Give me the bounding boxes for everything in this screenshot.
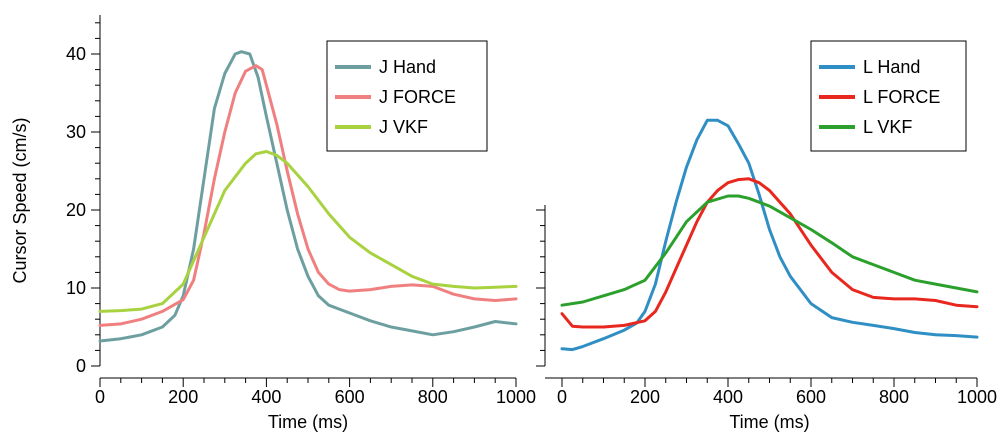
y-axis-title: Cursor Speed (cm/s) [10,117,30,283]
x-axis-title: Time (ms) [729,412,809,432]
legend-label: J Hand [379,57,436,77]
series-line-j-force [98,64,518,327]
x-tick-label: 1000 [496,387,536,407]
x-tick-label: 400 [251,387,281,407]
legend-label: J FORCE [379,87,456,107]
x-tick-label: 600 [335,387,365,407]
chart-panel-1: 0 200 400 600 800 1000 Time (ms) 0 10 20 30 40 Curso… [10,15,536,432]
series-line-l-hand [560,118,979,352]
legend-label: J VKF [379,117,428,137]
x-tick-label: 400 [713,387,743,407]
y-tick-label: 40 [66,44,86,64]
y-tick-label: 30 [66,122,86,142]
x-tick-label: 800 [879,387,909,407]
y-tick-label: 0 [76,356,86,376]
series-line-l-force [560,177,979,329]
series-line-j-vkf [98,150,518,313]
x-tick-label: 0 [95,387,105,407]
x-tick-label: 600 [796,387,826,407]
x-axis-title: Time (ms) [268,412,348,432]
legend-label: L Hand [863,57,920,77]
series-line-l-vkf [560,194,979,307]
x-tick-label: 0 [557,387,567,407]
x-tick-label: 200 [168,387,198,407]
y-tick-label: 10 [66,278,86,298]
legend-label: L VKF [863,117,912,137]
legend-label: L FORCE [863,87,940,107]
legend: J Hand J FORCE J VKF [326,40,488,152]
x-tick-label: 1000 [957,387,997,407]
x-tick-label: 200 [630,387,660,407]
x-tick-label: 800 [418,387,448,407]
y-tick-label: 20 [66,200,86,220]
legend: L Hand L FORCE L VKF [810,40,967,152]
